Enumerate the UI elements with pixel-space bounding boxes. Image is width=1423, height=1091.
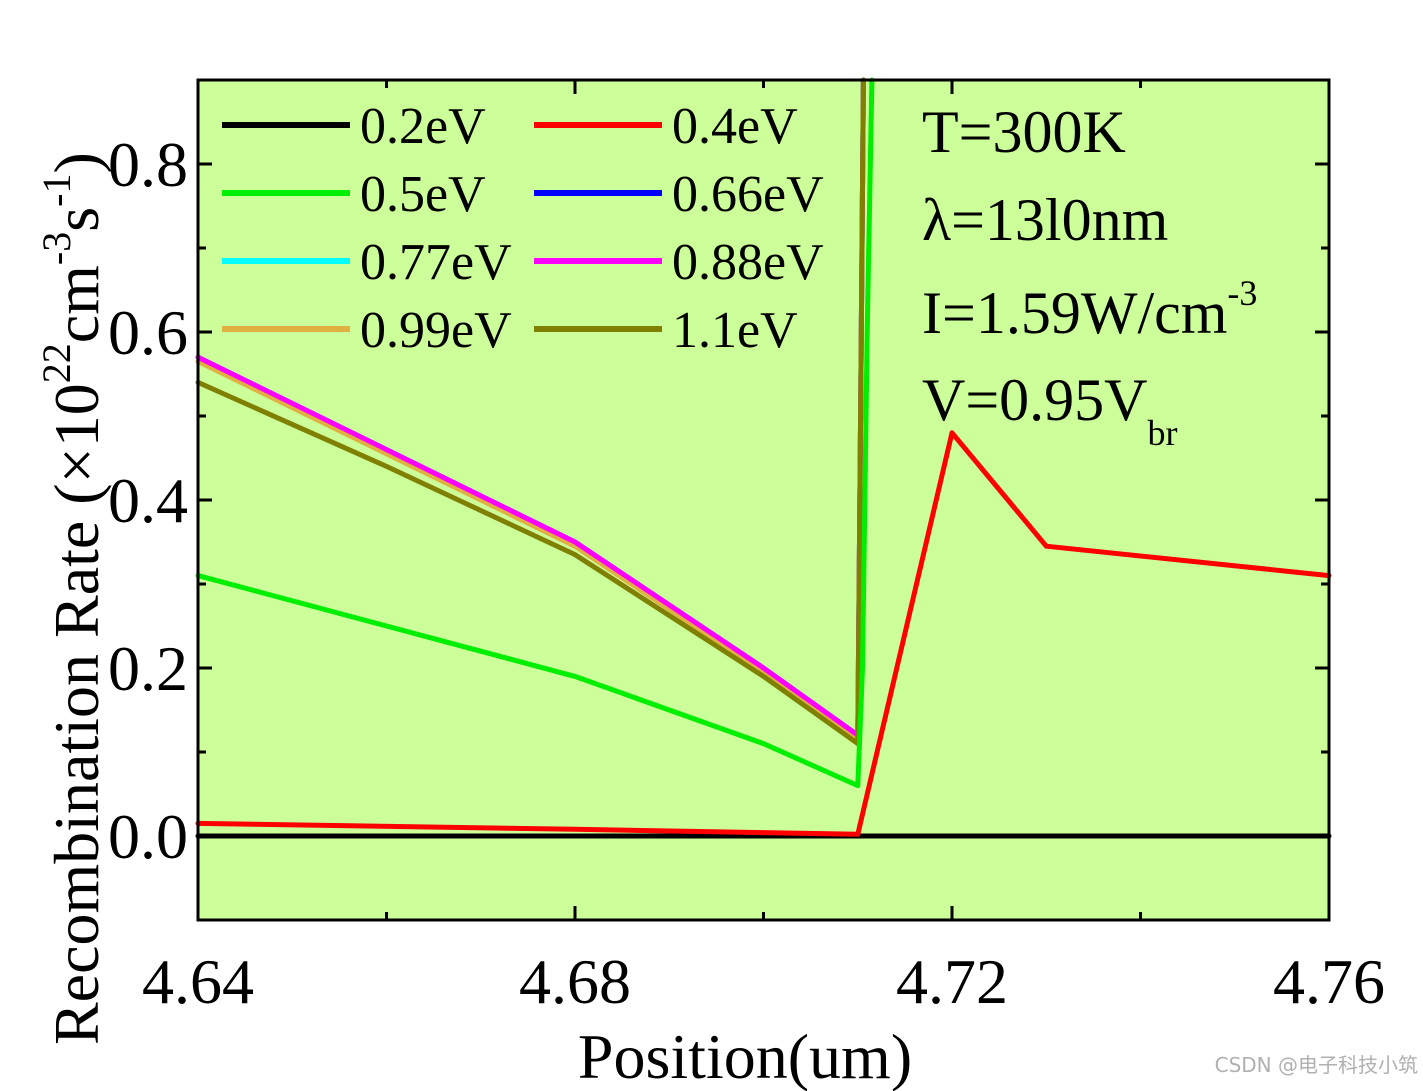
annotation-voltage: V=0.95Vbr <box>922 367 1178 453</box>
x-tick-label: 4.76 <box>1273 946 1385 1017</box>
y-axis-label-sup1: 22 <box>34 343 79 383</box>
y-tick-label: 0.6 <box>108 297 188 368</box>
series-layer <box>195 77 1332 839</box>
y-axis-label-main: Recombination Rate (×10 <box>41 383 112 1045</box>
annotation-block: T=300K λ=13l0nm I=1.59W/cm-3 V=0.95Vbr <box>922 99 1257 453</box>
y-tick-label: 0.4 <box>108 465 188 536</box>
ticks-layer: 4.64 4.68 4.72 4.76 0.0 0.2 0.4 0.6 0.8 <box>108 80 1385 1017</box>
plot-background <box>198 80 1329 920</box>
y-axis-label-mid2: s <box>41 207 112 232</box>
series-line-0.4eV <box>195 430 1332 837</box>
y-tick-label: 0.8 <box>108 129 188 200</box>
annotation-voltage-main: V=0.95V <box>922 367 1148 433</box>
y-axis-label: Recombination Rate (×1022cm-3s-1) <box>34 152 112 1045</box>
x-tick-label: 4.68 <box>519 946 631 1017</box>
y-axis-label-sup3: -1 <box>34 174 79 207</box>
legend-label-0.99eV: 0.99eV <box>360 302 512 359</box>
y-tick-label: 0.2 <box>108 633 188 704</box>
y-axis-label-mid: cm <box>41 265 112 343</box>
legend-label-0.4eV: 0.4eV <box>672 98 798 155</box>
annotation-temperature: T=300K <box>922 99 1126 165</box>
x-tick-label: 4.72 <box>896 946 1008 1017</box>
y-axis-label-sup2: -3 <box>34 232 79 265</box>
annotation-intensity-sup: -3 <box>1227 273 1257 313</box>
x-axis-label: Position(um) <box>578 1021 912 1091</box>
y-tick-label: 0.0 <box>108 801 188 872</box>
annotation-intensity: I=1.59W/cm-3 <box>922 273 1257 346</box>
annotation-intensity-main: I=1.59W/cm <box>922 280 1227 346</box>
legend-label-0.88eV: 0.88eV <box>672 234 824 291</box>
legend-label-0.2eV: 0.2eV <box>360 98 486 155</box>
legend-label-0.77eV: 0.77eV <box>360 234 512 291</box>
y-axis-label-end: ) <box>41 152 112 173</box>
watermark: CSDN @电子科技小筑 <box>1215 1053 1418 1077</box>
annotation-wavelength: λ=13l0nm <box>922 187 1168 253</box>
legend-label-1.1eV: 1.1eV <box>672 302 798 359</box>
annotation-voltage-sub: br <box>1148 413 1178 453</box>
x-tick-label: 4.64 <box>142 946 254 1017</box>
series-line-1.1eV <box>195 77 866 747</box>
legend-label-0.66eV: 0.66eV <box>672 166 824 223</box>
legend-label-0.5eV: 0.5eV <box>360 166 486 223</box>
legend: 0.2eV 0.4eV 0.5eV 0.66eV 0.77eV 0.88eV 0.99eV 1… <box>222 98 824 359</box>
series-line-0.5eV <box>195 77 875 789</box>
